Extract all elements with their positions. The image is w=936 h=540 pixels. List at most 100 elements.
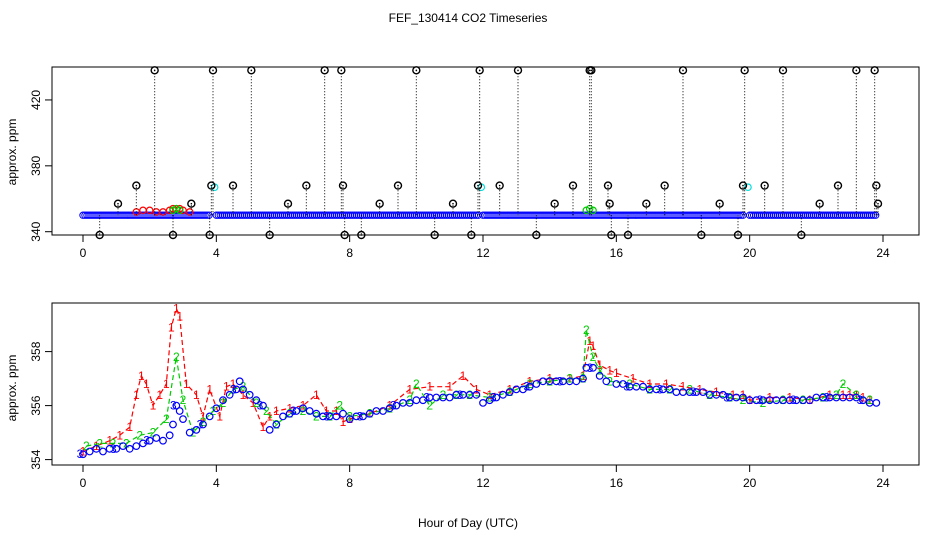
series-1-label: 1	[590, 339, 597, 353]
series-3-circle	[392, 401, 401, 410]
series-1-label: 1	[206, 382, 213, 396]
series-3-circle	[332, 412, 341, 421]
series-2-label: 2	[590, 350, 597, 364]
spike-point	[393, 181, 403, 190]
spike-point-center	[378, 202, 381, 205]
series-green-point	[589, 206, 597, 215]
spike-point-center	[208, 234, 211, 236]
series-3-label: 3	[657, 382, 664, 396]
baseline-point	[869, 211, 878, 219]
series-1-label: 1	[173, 301, 180, 315]
spike-point	[532, 230, 541, 240]
baseline-point	[205, 211, 213, 219]
series-3-circle	[359, 412, 367, 421]
top-panel: approx. ppm 0 4 8 12 16 20 24 340 380 420	[5, 66, 920, 260]
series-2-label: 2	[820, 391, 827, 405]
series-2-label: 2	[840, 377, 847, 391]
series-2-label: 2	[580, 372, 587, 386]
series-1-label: 1	[680, 380, 687, 394]
spike-point-center	[305, 184, 308, 187]
spike-point	[587, 66, 596, 75]
x-tick-label: 24	[876, 246, 890, 260]
x-tick-label: 12	[476, 246, 490, 260]
spike-point-center	[470, 234, 473, 236]
spike-point-center	[342, 184, 344, 187]
baseline-point	[871, 211, 880, 219]
spike-point-center	[397, 184, 399, 187]
series-3-circle	[199, 420, 207, 429]
series-3-circle	[92, 444, 101, 453]
series-1-label: 1	[168, 320, 175, 334]
series-3-circle	[859, 396, 867, 405]
series-3-circle	[252, 396, 261, 405]
series-2-line	[86, 329, 870, 447]
series-1-label: 1	[696, 382, 703, 396]
spike-point-center	[718, 202, 721, 205]
series-2-label: 2	[173, 350, 180, 364]
spike-point	[340, 230, 349, 240]
series-3-circle	[279, 412, 287, 421]
spike-point	[375, 199, 384, 208]
series-red-point	[185, 208, 194, 216]
series-3-circle	[175, 407, 184, 415]
series-3-label: 3	[857, 393, 864, 407]
spike-point	[448, 199, 458, 208]
series-3-circle	[169, 420, 177, 429]
series-1-label: 1	[143, 377, 150, 391]
series-3-label: 3	[587, 361, 594, 375]
series-2-label: 2	[706, 388, 713, 402]
spike-point-center	[232, 184, 234, 187]
series-3-label: 3	[790, 393, 797, 407]
spike-point	[430, 230, 439, 240]
series-red-point	[179, 206, 187, 215]
series-3-circle	[205, 412, 214, 421]
spike-point-center	[818, 202, 821, 205]
series-3-circle	[272, 420, 281, 429]
series-3-label: 3	[77, 447, 84, 461]
series-2-label: 2	[466, 388, 473, 402]
series-1-label: 1	[286, 401, 293, 415]
baseline-point	[201, 211, 209, 219]
spike-point-center	[153, 69, 156, 72]
spike-point	[247, 66, 256, 75]
spike-point-center	[800, 234, 803, 236]
spike-point	[412, 66, 421, 75]
spike-point-center	[855, 69, 858, 72]
series-1-label: 1	[106, 434, 113, 448]
series-2-label: 2	[326, 409, 333, 423]
y-tick-label: 354	[29, 449, 43, 469]
series-3-circle	[589, 363, 597, 372]
series-3-circle	[739, 393, 747, 402]
y-tick-label: 356	[29, 395, 43, 415]
series-3-label: 3	[170, 399, 177, 413]
series-3-circle	[479, 399, 487, 407]
spike-point-center	[875, 184, 878, 187]
series-2-label: 2	[286, 407, 293, 421]
series-3-circle	[99, 447, 107, 456]
series-3-label: 3	[323, 409, 330, 423]
series-3-circle	[492, 393, 501, 402]
series-2-label: 2	[386, 401, 393, 415]
spike-point	[228, 181, 238, 190]
series-1-label: 1	[746, 393, 753, 407]
series-1-label: 1	[150, 399, 157, 413]
series-3-circle	[312, 409, 321, 418]
spike-point-center	[645, 202, 648, 205]
series-3-circle	[579, 374, 587, 383]
series-2-label: 2	[96, 436, 103, 450]
spike-point	[205, 230, 214, 240]
series-3-label: 3	[423, 391, 430, 405]
series-3-label: 3	[723, 391, 730, 405]
series-1-label: 1	[630, 372, 637, 386]
series-3-circle	[852, 393, 861, 402]
spike-point	[642, 199, 651, 208]
spike-point-center	[340, 69, 343, 72]
x-tick-label: 20	[743, 476, 757, 490]
series-3-circle	[239, 385, 247, 394]
spike-point-center	[610, 234, 613, 236]
series-3-label: 3	[230, 382, 237, 396]
x-tick-label: 4	[213, 476, 220, 490]
series-3-circle	[245, 390, 254, 399]
series-2-label: 2	[336, 399, 343, 413]
